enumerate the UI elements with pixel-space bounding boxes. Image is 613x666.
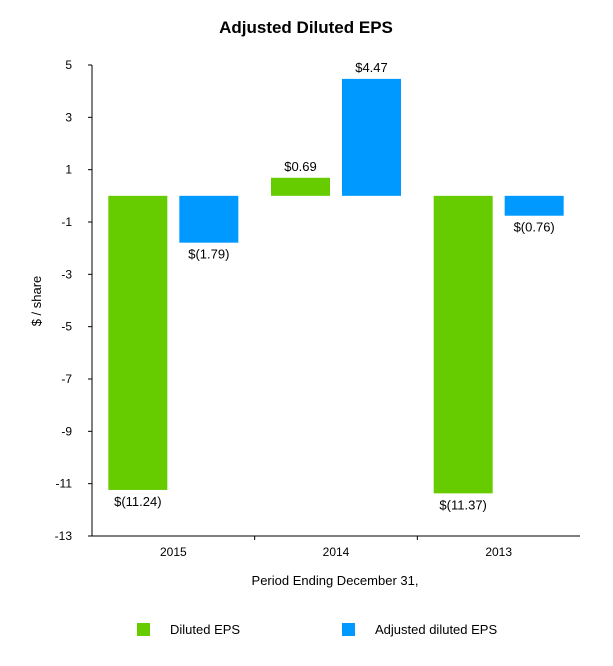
data-label: $0.69 xyxy=(284,159,317,174)
data-label: $(11.24) xyxy=(114,494,161,509)
y-axis-label: $ / share xyxy=(29,276,44,327)
bars xyxy=(108,78,564,494)
bar-diluted-eps-2013 xyxy=(433,195,493,494)
data-labels: $(11.24) $(1.79) $0.69 $4.47 $(11.37) $(0.76) xyxy=(114,60,555,512)
data-label: $4.47 xyxy=(355,60,388,75)
legend-swatch xyxy=(137,623,150,636)
bar-adjusted-diluted-eps-2015 xyxy=(179,195,239,243)
y-tick-label: -1 xyxy=(61,215,72,229)
bar-diluted-eps-2015 xyxy=(108,195,168,490)
bar-diluted-eps-2014 xyxy=(271,177,330,196)
legend-label: Adjusted diluted EPS xyxy=(375,622,497,637)
y-tick-label: 5 xyxy=(65,58,72,72)
y-tick-label: -11 xyxy=(56,477,73,491)
y-tick-label: 3 xyxy=(65,110,72,124)
y-tick-label: -3 xyxy=(61,267,72,281)
chart-title: Adjusted Diluted EPS xyxy=(219,18,393,37)
legend-label: Diluted EPS xyxy=(170,622,240,637)
data-label: $(1.79) xyxy=(188,247,229,262)
bar-adjusted-diluted-eps-2013 xyxy=(504,195,564,216)
x-axis-label: Period Ending December 31, xyxy=(252,573,419,588)
legend: Diluted EPS Adjusted diluted EPS xyxy=(137,622,497,637)
data-label: $(0.76) xyxy=(514,220,555,235)
x-axis-ticks: 2015 2014 2013 xyxy=(160,536,512,559)
bar-adjusted-diluted-eps-2014 xyxy=(342,78,401,196)
y-tick-label: -5 xyxy=(61,320,72,334)
data-label: $(11.37) xyxy=(439,497,486,512)
x-tick-label: 2013 xyxy=(485,545,512,559)
x-tick-label: 2015 xyxy=(160,545,187,559)
y-tick-label: -13 xyxy=(55,529,73,543)
y-tick-label: -9 xyxy=(61,424,72,438)
legend-swatch xyxy=(342,623,355,636)
y-axis-ticks: 5 3 1 -1 -3 -5 -7 -9 -11 -13 xyxy=(55,58,92,543)
y-tick-label: -7 xyxy=(61,372,72,386)
y-tick-label: 1 xyxy=(65,163,72,177)
x-tick-label: 2014 xyxy=(323,545,350,559)
